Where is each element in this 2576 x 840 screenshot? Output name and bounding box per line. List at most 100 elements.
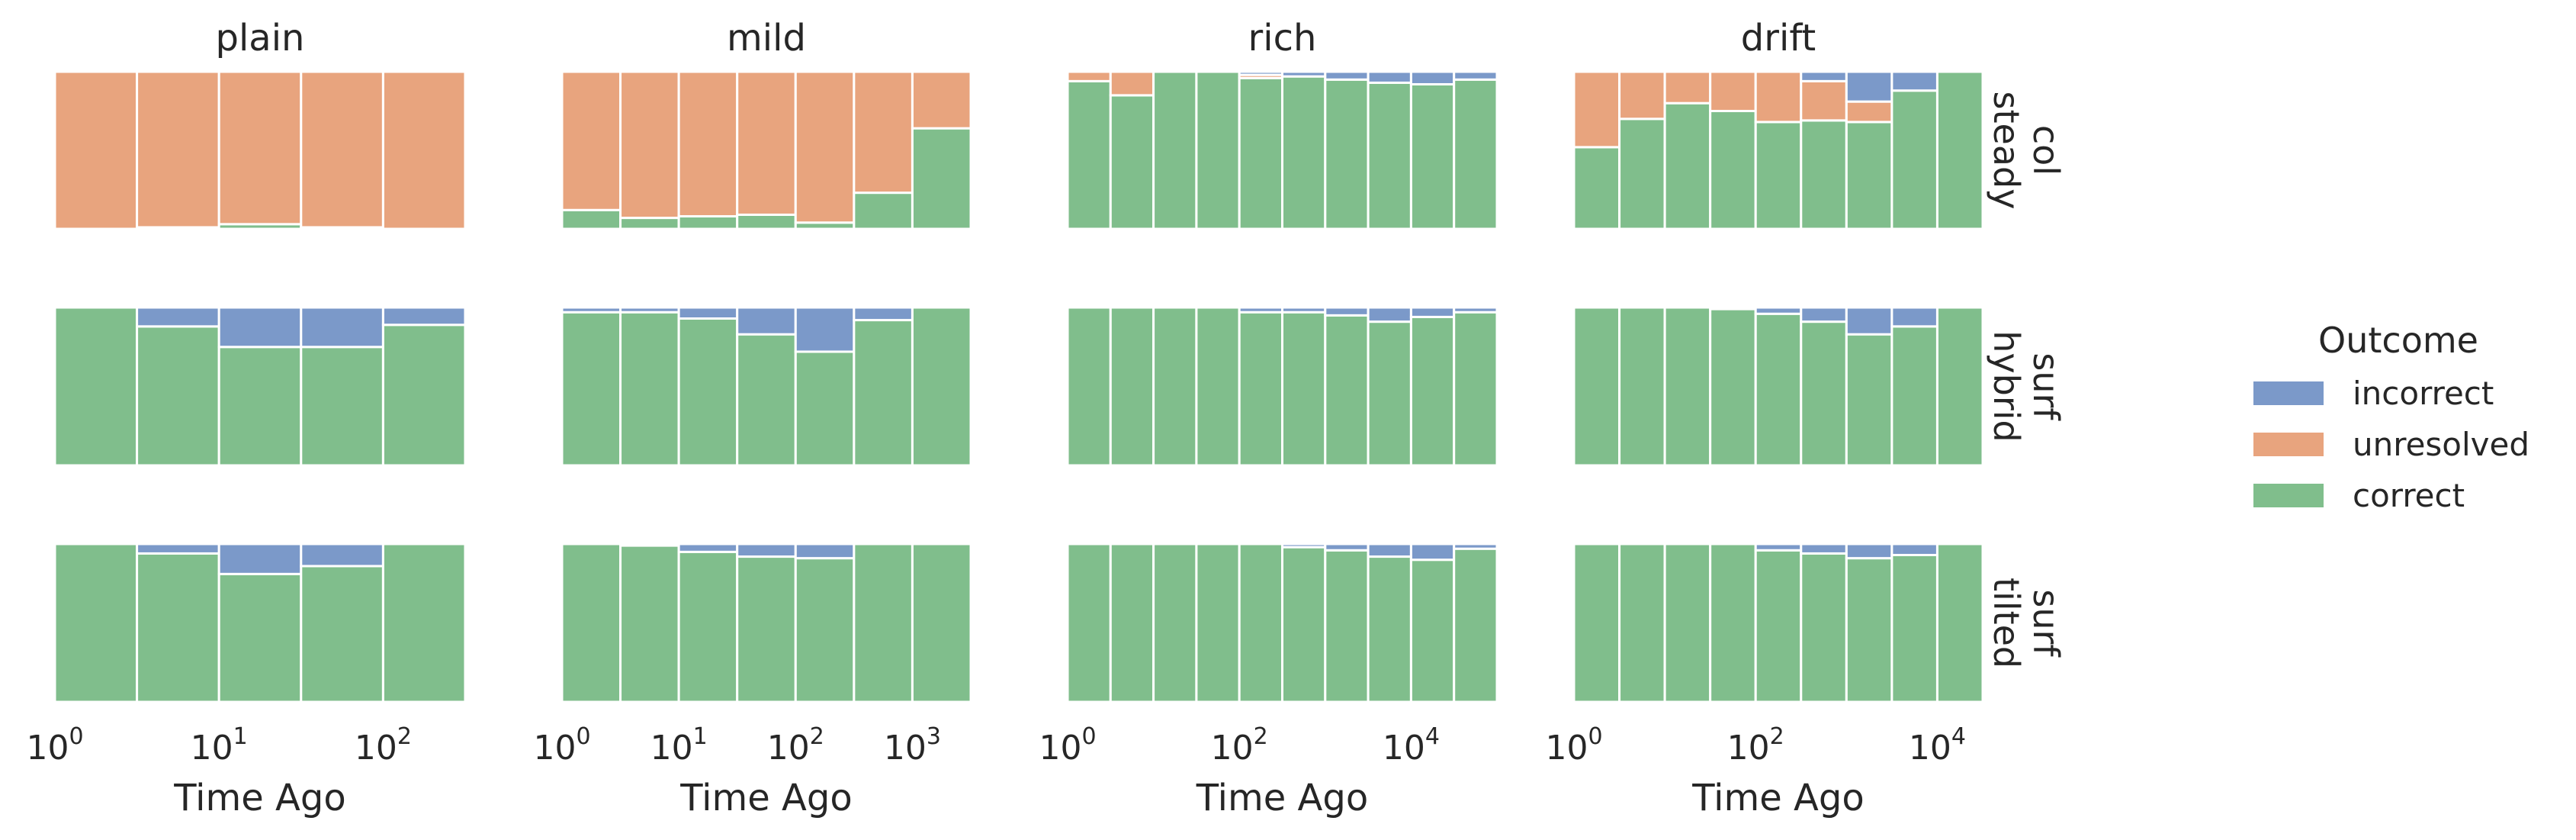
x-tick-label: 102 — [355, 723, 412, 768]
panel-plain-surf-tilted — [53, 542, 467, 703]
bar-correct — [217, 572, 303, 703]
tick-exponent: 2 — [1770, 723, 1784, 750]
bar-unresolved — [1572, 70, 1621, 149]
tick-base: 10 — [884, 729, 927, 768]
bar-unresolved — [136, 70, 220, 229]
tick-exponent: 0 — [69, 723, 83, 750]
bar-incorrect — [1800, 306, 1848, 323]
bar-correct — [1324, 78, 1370, 230]
bar-correct — [911, 306, 972, 467]
bar-unresolved — [1663, 70, 1712, 105]
bar-unresolved — [677, 70, 739, 218]
tick-base: 10 — [1383, 729, 1425, 768]
row-label-line: tilted — [1986, 578, 2027, 668]
bar-unresolved — [1754, 70, 1803, 124]
bar-correct — [1066, 542, 1112, 703]
bar-incorrect — [1890, 542, 1938, 556]
tick-exponent: 0 — [1081, 723, 1096, 750]
bar-correct — [1281, 546, 1327, 703]
x-tick-label: 100 — [533, 723, 590, 768]
bar-correct — [1109, 306, 1155, 467]
bar-incorrect — [136, 306, 220, 328]
bar-correct — [1152, 542, 1198, 703]
tick-exponent: 4 — [1951, 723, 1966, 750]
bar-correct — [560, 311, 622, 467]
panel-mild-surf-hybrid — [560, 306, 972, 467]
x-tick-label: 102 — [1211, 723, 1268, 768]
panel-plain-surf-hybrid — [53, 306, 467, 467]
bar-correct — [560, 208, 622, 230]
bar-correct — [381, 323, 467, 467]
bar-correct — [1109, 94, 1155, 230]
tick-base: 10 — [767, 729, 810, 768]
bar-incorrect — [300, 306, 384, 349]
x-tick-label: 101 — [191, 723, 248, 768]
row-label-line: surf — [2025, 352, 2067, 421]
bar-correct — [677, 550, 739, 703]
bar-incorrect — [1845, 542, 1893, 560]
legend-label: correct — [2353, 477, 2465, 514]
bar-incorrect — [677, 542, 739, 553]
x-axis-label: Time Ago — [1691, 777, 1864, 819]
bar-correct — [1935, 542, 1984, 703]
bar-correct — [1935, 70, 1984, 230]
panel-mild-surf-tilted — [560, 542, 972, 703]
tick-exponent: 2 — [397, 723, 412, 750]
bar-unresolved — [300, 70, 384, 229]
bar-correct — [1572, 542, 1621, 703]
bar-correct — [619, 544, 680, 703]
bar-incorrect — [1238, 70, 1283, 76]
bar-correct — [53, 542, 139, 703]
column-title: rich — [1248, 17, 1317, 60]
bar-incorrect — [1367, 306, 1412, 323]
x-tick-label: 100 — [1545, 723, 1602, 768]
x-axis-label: Time Ago — [679, 777, 852, 819]
tick-base: 10 — [355, 729, 397, 768]
bar-correct — [911, 542, 972, 703]
row-label-text: surftilted — [1986, 578, 2067, 668]
legend-swatch-correct — [2253, 484, 2324, 507]
bar-unresolved — [1709, 70, 1757, 112]
bar-correct — [136, 325, 220, 467]
bar-incorrect — [1324, 70, 1370, 81]
bar-correct — [1367, 320, 1412, 467]
bar-correct — [853, 542, 914, 703]
bar-correct — [1281, 75, 1327, 230]
bar-unresolved — [1618, 70, 1666, 121]
bar-correct — [1324, 549, 1370, 703]
row-label-line: col — [2025, 125, 2067, 175]
bar-incorrect — [1367, 542, 1412, 558]
bar-correct — [1152, 306, 1198, 467]
bar-incorrect — [1409, 70, 1456, 85]
tick-exponent: 1 — [693, 723, 708, 750]
tick-base: 10 — [26, 729, 69, 768]
bar-correct — [1800, 320, 1848, 467]
bar-correct — [1572, 146, 1621, 230]
bar-correct — [1935, 306, 1984, 467]
bar-incorrect — [1754, 306, 1803, 315]
tick-base: 10 — [1211, 729, 1254, 768]
panel-rich-surf-tilted — [1066, 542, 1498, 703]
bar-correct — [1754, 121, 1803, 230]
bar-incorrect — [736, 306, 797, 336]
bar-incorrect — [794, 306, 856, 353]
bar-correct — [1409, 558, 1456, 703]
bar-correct — [1754, 312, 1803, 467]
bar-correct — [1066, 306, 1112, 467]
bar-correct — [1709, 542, 1757, 703]
bar-incorrect — [1281, 542, 1327, 549]
bar-unresolved — [853, 70, 914, 195]
bar-correct — [1238, 542, 1283, 703]
bar-correct — [1845, 333, 1893, 467]
tick-base: 10 — [191, 729, 233, 768]
legend-title: Outcome — [2318, 320, 2478, 361]
bar-incorrect — [677, 306, 739, 320]
bar-correct — [1800, 552, 1848, 703]
tick-base: 10 — [1727, 729, 1770, 768]
bar-incorrect — [794, 542, 856, 560]
bar-correct — [736, 333, 797, 467]
bar-incorrect — [619, 306, 680, 314]
bar-incorrect — [560, 306, 622, 314]
legend-label: incorrect — [2353, 375, 2494, 412]
bar-correct — [1663, 542, 1712, 703]
